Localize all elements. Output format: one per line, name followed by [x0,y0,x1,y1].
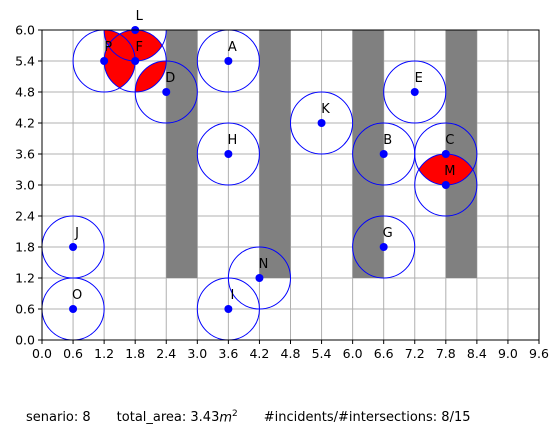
x-tick-label: 0.0 [32,346,52,361]
x-tick-label: 4.2 [249,346,269,361]
coverage-circle-N [227,246,291,310]
coverage-circle-G [352,215,416,279]
point-E [410,88,419,96]
coverage-circle-H [196,122,260,186]
x-tick-label: 4.8 [281,346,301,361]
point-G [379,243,388,251]
y-tick-label: 4.2 [15,116,35,131]
intersection-L-P [104,30,136,61]
obstacles [166,30,477,278]
point-label-H: H [227,133,237,148]
y-tick-label: 0.0 [15,333,35,348]
point-A [224,57,233,65]
y-tick-label: 1.2 [15,271,35,286]
point-label-M: M [444,164,455,179]
point-label-E: E [415,71,423,86]
y-tick-label: 5.4 [15,54,35,69]
point-F [131,57,140,65]
ticks: 0.0 0.6 1.2 1.8 2.4 3.0 3.6 4.2 4.8 5.4 6.0 6.6 7.2 7… [15,23,549,362]
point-D [162,88,171,96]
x-tick-label: 1.2 [94,346,114,361]
y-tick-label: 6.0 [15,23,35,38]
point-label-A: A [228,40,237,55]
point-label-F: F [135,40,142,55]
point-label-B: B [383,133,392,148]
y-tick-label: 3.6 [15,147,35,162]
intersection-D-F [135,61,167,92]
point-label-O: O [72,288,82,303]
x-tick-label: 8.4 [467,346,487,361]
obstacle-3 [352,30,384,278]
point-label-N: N [259,257,269,272]
x-tick-label: 6.0 [343,346,363,361]
point-label-D: D [165,71,175,86]
point-N [255,274,264,282]
point-M [441,181,450,189]
incidents-text: #incidents/#intersections: 8/15 [263,410,471,426]
point-label-P: P [104,40,112,55]
scatter-chart: A B C D E F G H I J K L M N O P 0.0 0.6 1.2 1.8 2.4 3.0 3.6 4.… [15,9,549,362]
point-label-J: J [74,226,79,241]
y-tick-label: 1.8 [15,240,35,255]
x-tick-label: 9.6 [529,346,549,361]
coverage-circle-K [290,91,354,155]
x-tick-label: 2.4 [156,346,176,361]
point-B [379,150,388,158]
total-area-value: total_area: 3.43 [116,410,220,426]
scenario-text: senario: 8 [26,410,91,426]
point-labels: A B C D E F G H I J K L M N O P [72,9,455,303]
point-I [224,305,233,313]
x-tick-label: 9.0 [498,346,518,361]
x-tick-label: 7.2 [405,346,425,361]
x-tick-label: 5.4 [312,346,332,361]
coverage-circle-A [196,30,260,93]
y-tick-label: 4.8 [15,85,35,100]
points [69,26,450,313]
point-C [441,150,450,158]
footer: senario: 8 total_area: 3.43m2 #incidents/#… [26,409,471,425]
point-label-I: I [230,288,234,303]
x-tick-label: 3.6 [218,346,238,361]
point-K [317,119,326,127]
point-O [69,305,78,313]
y-tick-label: 3.0 [15,178,35,193]
y-tick-label: 2.4 [15,209,35,224]
x-tick-label: 6.6 [374,346,394,361]
obstacle-1 [166,30,198,278]
point-J [69,243,78,251]
coverage-circle-E [383,60,447,124]
y-tick-label: 0.6 [15,302,35,317]
x-tick-label: 0.6 [63,346,83,361]
intersections [104,30,477,185]
coverage-circle-O [42,277,105,340]
total-area-text: total_area: 3.43m2 [117,409,238,425]
point-H [224,150,233,158]
point-label-G: G [383,226,393,241]
point-P [100,57,109,65]
area-exponent: 2 [232,409,238,419]
x-tick-label: 7.8 [436,346,456,361]
point-label-K: K [321,102,330,117]
obstacle-2 [259,30,291,278]
x-tick-label: 1.8 [125,346,145,361]
intersection-C-M [414,154,477,185]
area-unit: m [219,410,233,426]
x-tick-label: 3.0 [187,346,207,361]
point-label-L: L [136,9,144,24]
point-label-C: C [445,133,454,148]
